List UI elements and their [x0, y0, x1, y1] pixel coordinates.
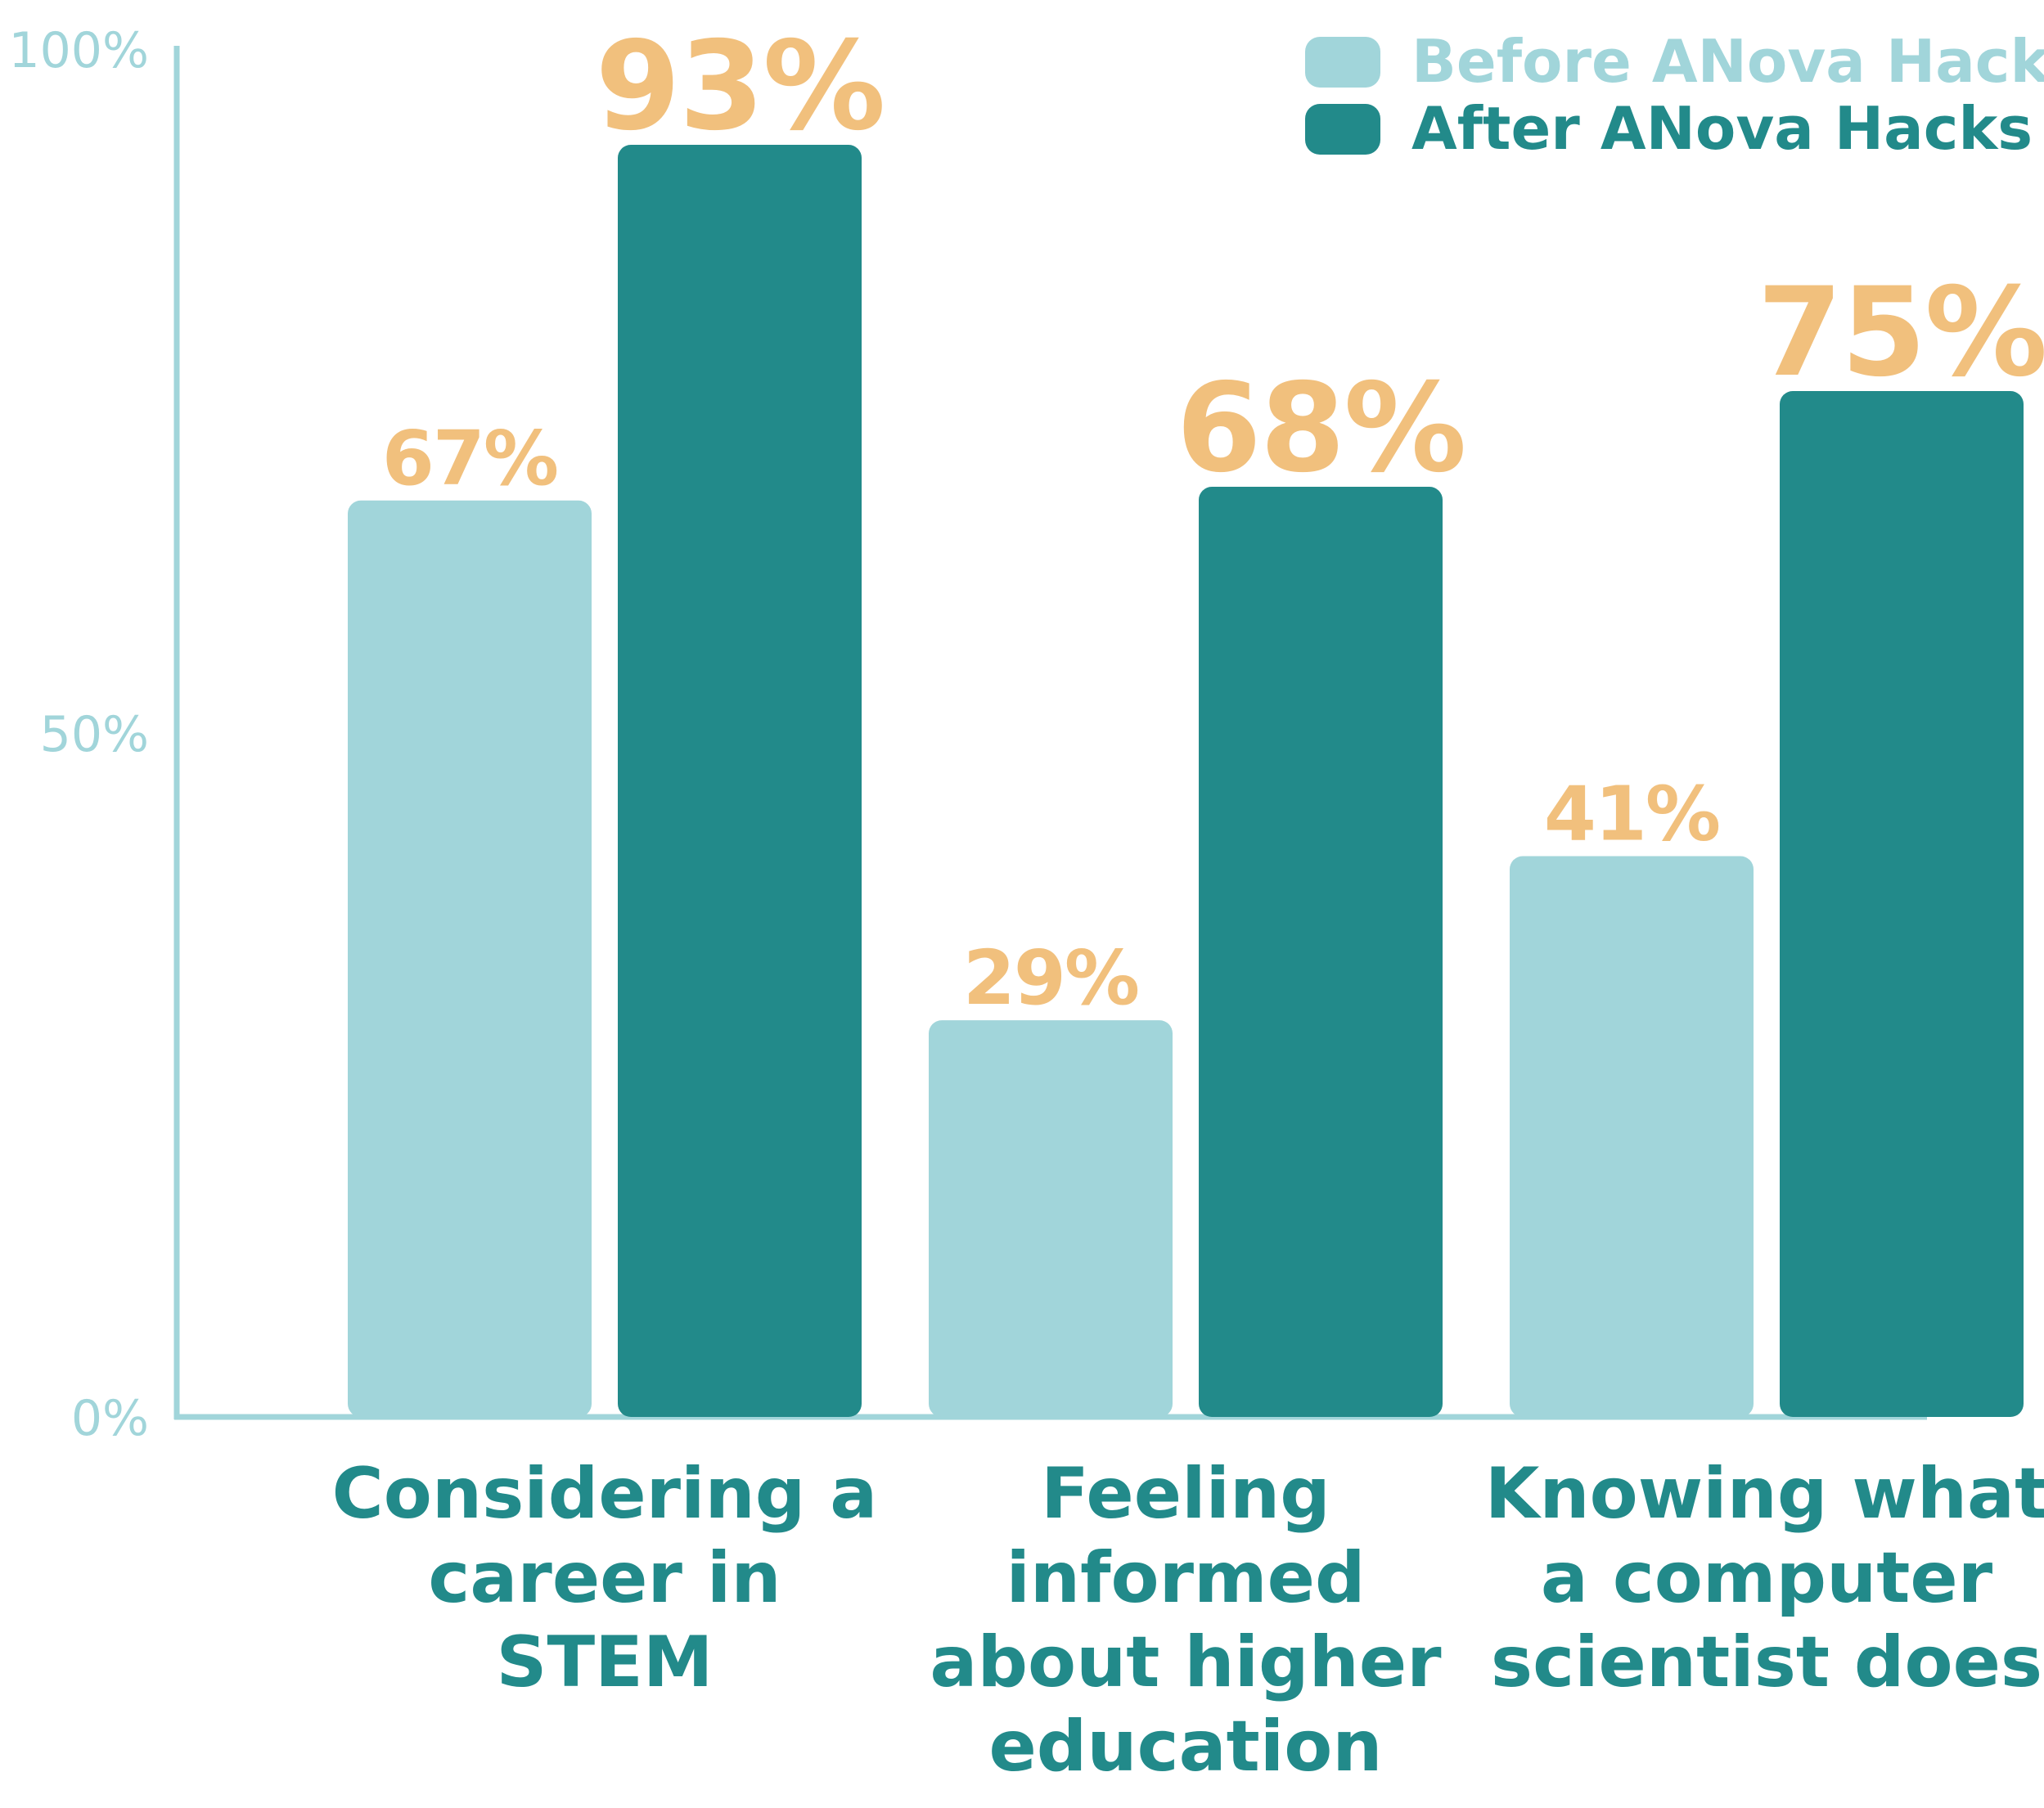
- category-label-2: informed: [1006, 1537, 1365, 1619]
- legend-label-1: Before ANova Hacks: [1411, 27, 2044, 96]
- y-axis-ticks: 0% 50% 100%: [8, 22, 149, 1447]
- category-label-2: Feeling: [1041, 1453, 1330, 1535]
- value-labels: 67% 29% 41% 93% 68% 75%: [382, 16, 2044, 1022]
- value-label-before-2: 29%: [963, 934, 1138, 1022]
- y-tick-label: 100%: [8, 22, 149, 79]
- category-label-2: education: [988, 1706, 1382, 1788]
- bar-before-2: [929, 1020, 1173, 1417]
- bar-after-1: [618, 145, 862, 1417]
- legend-swatch-2: [1305, 104, 1380, 155]
- value-label-after-1: 93%: [595, 16, 884, 158]
- category-label-1: Considering a: [332, 1453, 878, 1535]
- y-tick-label: 0%: [71, 1390, 149, 1447]
- category-label-3: scientist does: [1491, 1621, 2042, 1703]
- value-label-before-3: 41%: [1544, 770, 1719, 857]
- bar-before-3: [1510, 856, 1754, 1417]
- bar-after-3: [1780, 391, 2024, 1417]
- legend-label-2: After ANova Hacks: [1411, 94, 2033, 163]
- category-label-2: about higher: [930, 1621, 1442, 1703]
- y-tick-label: 50%: [40, 706, 149, 763]
- category-label-3: a computer: [1541, 1537, 1993, 1619]
- category-label-1: career in: [428, 1537, 781, 1619]
- value-label-before-1: 67%: [382, 415, 557, 502]
- category-label-1: STEM: [497, 1621, 714, 1703]
- bar-before-1: [348, 500, 592, 1417]
- bar-after-2: [1199, 487, 1443, 1417]
- value-label-after-2: 68%: [1176, 358, 1465, 500]
- legend-swatch-1: [1305, 37, 1380, 88]
- value-label-after-3: 75%: [1757, 262, 2044, 404]
- category-label-3: Knowing what: [1485, 1453, 2044, 1535]
- bars: [348, 145, 2024, 1417]
